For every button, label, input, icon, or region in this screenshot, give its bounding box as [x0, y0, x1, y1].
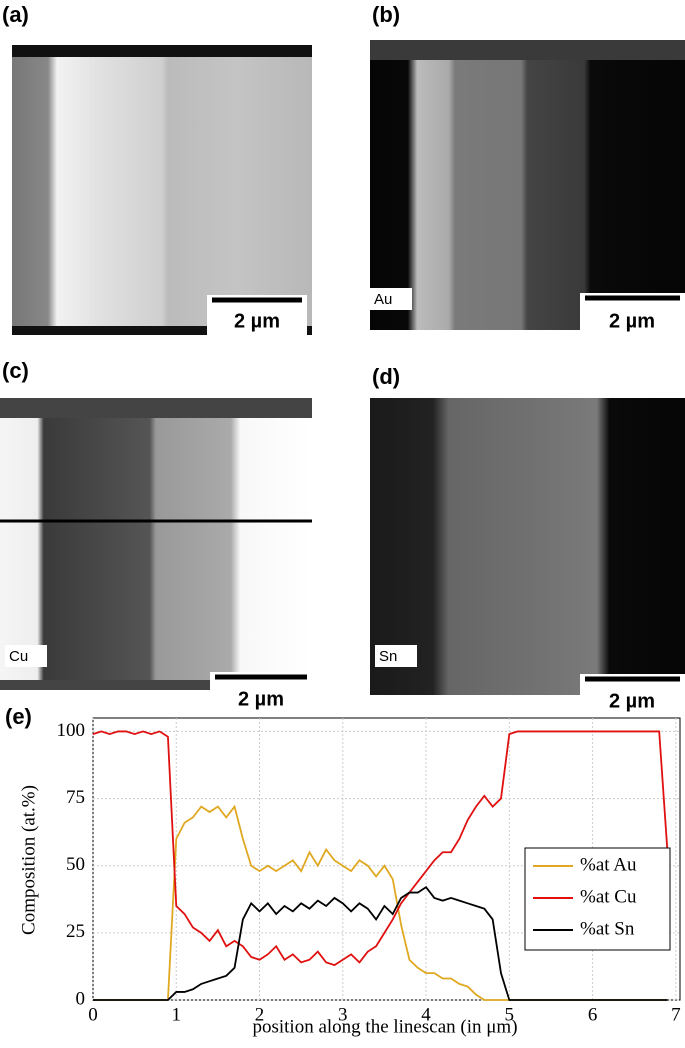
micrograph-edge — [12, 326, 312, 335]
micrograph-edge — [0, 680, 312, 690]
panel-label: (b) — [372, 2, 400, 27]
data-line — [93, 885, 668, 1001]
y-tick-label: 0 — [76, 988, 86, 1009]
micrograph — [370, 398, 685, 695]
y-tick-label: 100 — [57, 720, 86, 741]
element-label: Au — [374, 291, 392, 308]
x-tick-label: 6 — [588, 1004, 598, 1025]
micrograph-edge — [370, 40, 685, 60]
x-tick-label: 3 — [338, 1004, 348, 1025]
scale-label: 2 µm — [609, 690, 655, 712]
element-box — [370, 288, 412, 310]
micrograph-edge — [12, 45, 312, 57]
micrograph — [12, 45, 312, 335]
x-tick-label: 5 — [505, 1004, 515, 1025]
legend-label: %at Cu — [580, 886, 637, 907]
x-tick-label: 4 — [421, 1004, 431, 1025]
y-tick-label: 75 — [66, 787, 85, 808]
legend-label: %at Au — [580, 854, 637, 875]
micrograph-edge — [0, 398, 312, 418]
x-tick-label: 0 — [88, 1004, 98, 1025]
scale-label: 2 µm — [609, 310, 655, 332]
element-label: Cu — [9, 648, 28, 665]
panel-label: (e) — [5, 704, 32, 729]
micrograph — [370, 40, 685, 330]
scale-label: 2 µm — [238, 688, 284, 710]
x-axis-label: position along the linescan (in μm) — [252, 1016, 517, 1037]
element-box — [375, 645, 417, 667]
element-box — [5, 645, 47, 667]
legend-label: %at Sn — [580, 918, 635, 939]
panel-label: (c) — [2, 358, 29, 383]
panel-label: (a) — [2, 2, 29, 27]
x-tick-label: 2 — [255, 1004, 265, 1025]
data-line — [92, 730, 669, 967]
y-axis-label: Composition (at.%) — [18, 785, 39, 935]
panel-label: (d) — [372, 364, 400, 389]
micrograph — [0, 398, 312, 690]
y-tick-label: 25 — [66, 921, 85, 942]
x-tick-label: 1 — [172, 1004, 182, 1025]
element-label: Sn — [379, 648, 397, 665]
x-tick-label: 7 — [671, 1004, 681, 1025]
scale-label: 2 µm — [234, 310, 280, 332]
y-tick-label: 50 — [66, 854, 85, 875]
